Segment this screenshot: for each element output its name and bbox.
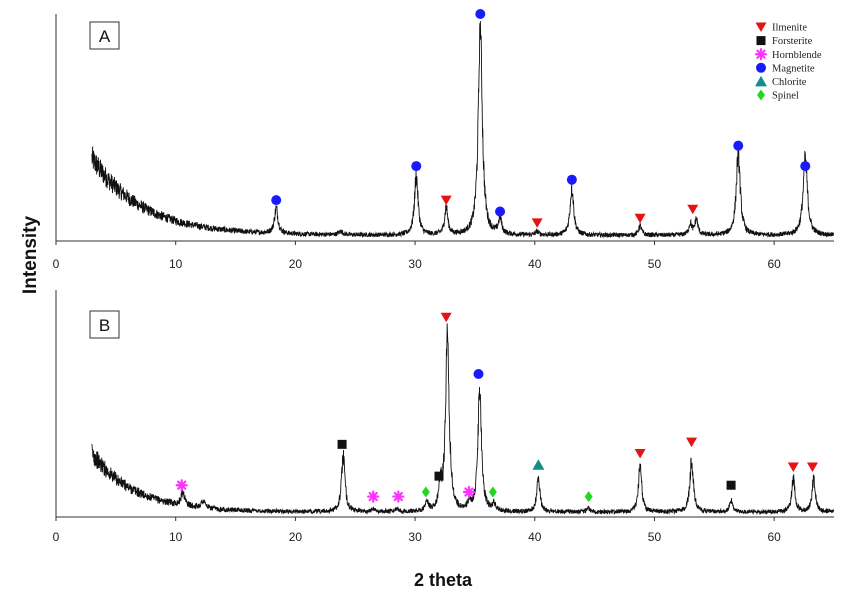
y-axis-title: Intensity (20, 216, 41, 295)
legend-chlorite-label: Chlorite (772, 77, 807, 88)
legend-forsterite-label: Forsterite (772, 36, 813, 47)
panel-b-label: B (99, 316, 110, 335)
panel-b-x-tick-label: 50 (648, 530, 662, 544)
panel-a-pattern-line (91, 21, 835, 239)
panel-b-forsterite-marker (726, 480, 736, 490)
panel-a-ilmenite-marker (531, 218, 543, 228)
panel-a-magnetite-marker (566, 174, 577, 185)
legend-hornblende-symbol (754, 48, 768, 61)
panel-a-x-tick-label: 50 (648, 257, 662, 271)
legend-forsterite-symbol (756, 36, 766, 46)
panel-b-ilmenite-marker (806, 462, 818, 473)
panel-b-x-tick-label: 20 (289, 530, 303, 544)
panel-b-x-tick-label: 0 (53, 530, 60, 544)
panel-b-ilmenite-marker (440, 312, 452, 323)
panel-b-pattern-line (91, 323, 835, 516)
panel-a-ilmenite-marker (687, 204, 699, 215)
panel-a-magnetite-marker (411, 161, 422, 172)
legend-spinel-symbol (757, 89, 765, 101)
legend-spinel-label: Spinel (772, 91, 799, 102)
panel-b-x-tick-label: 40 (528, 530, 542, 544)
panel-a-x-tick-label: 30 (408, 257, 422, 271)
legend-hornblende-label: Hornblende (772, 50, 822, 61)
panel-b-spinel-marker (421, 486, 430, 498)
panel-a-label: A (99, 27, 111, 46)
panel-b-hornblende-marker (462, 485, 476, 499)
x-axis-title: 2 theta (414, 570, 473, 590)
panel-a: 0 10 20 30 40 50 60 A Ilmenite Forsterite Hornbl… (53, 9, 835, 271)
panel-a-magnetite-marker (733, 140, 744, 151)
panel-b-ilmenite-marker (787, 462, 799, 473)
panel-b-magnetite-marker (473, 368, 484, 379)
panel-b-forsterite-marker (337, 439, 347, 449)
panel-b-hornblende-marker (175, 479, 188, 492)
panel-b-x-tick-label: 60 (767, 530, 781, 544)
panel-b-spinel-marker (488, 486, 497, 498)
legend-ilmenite-symbol (755, 22, 767, 32)
panel-a-x-tick-label: 10 (169, 257, 183, 271)
legend: Ilmenite Forsterite Hornblende Magnetite Chl… (754, 22, 822, 102)
panel-a-x-tick-label: 60 (767, 257, 781, 271)
panel-a-magnetite-marker (271, 195, 282, 206)
panel-a-magnetite-marker (475, 9, 486, 19)
panel-b-ilmenite-marker (634, 448, 646, 459)
panel-a-x-tick-label: 40 (528, 257, 542, 271)
panel-b: 0 10 20 30 40 50 60 B (53, 290, 835, 544)
panel-b-x-tick-label: 10 (169, 530, 183, 544)
panel-a-ilmenite-marker (440, 195, 452, 206)
legend-magnetite-label: Magnetite (772, 63, 815, 74)
panel-b-chlorite-marker (532, 459, 545, 470)
panel-a-x-tick-label: 20 (289, 257, 303, 271)
panel-b-ilmenite-marker (686, 437, 698, 448)
panel-b-spinel-marker (584, 491, 593, 503)
panel-b-hornblende-marker (392, 490, 405, 503)
panel-b-label-box (89, 310, 120, 339)
legend-chlorite-symbol (755, 75, 767, 87)
panel-a-x-tick-label: 0 (53, 257, 60, 271)
legend-ilmenite-label: Ilmenite (772, 23, 807, 34)
panel-a-magnetite-marker (800, 161, 811, 172)
panel-b-forsterite-marker (434, 471, 444, 481)
legend-magnetite-symbol (756, 62, 766, 73)
panel-a-label-box (89, 21, 120, 50)
panel-b-hornblende-marker (367, 490, 380, 503)
panel-b-x-tick-label: 30 (408, 530, 422, 544)
panel-a-ilmenite-marker (634, 213, 646, 224)
panel-a-magnetite-marker (495, 206, 506, 217)
